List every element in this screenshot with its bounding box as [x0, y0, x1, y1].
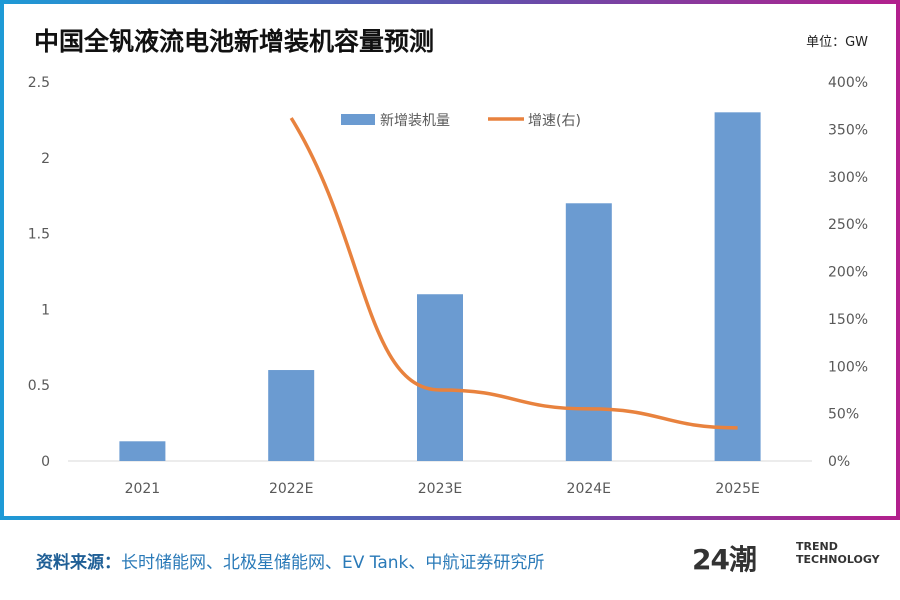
x-tick-label: 2021	[125, 481, 161, 497]
logo-text: TREND TECHNOLOGY	[796, 540, 880, 566]
chart: 0 0.5 1 1.5 2 2.5 0% 50% 100% 150% 200% 250% 300% 350…	[28, 75, 868, 497]
bar	[268, 370, 315, 461]
x-tick-label: 2025E	[715, 481, 759, 497]
y-tick-label: 2	[41, 151, 50, 167]
y-tick-label: 0	[41, 454, 50, 470]
y-tick-label: 1.5	[28, 227, 50, 243]
growth-line	[289, 117, 738, 430]
legend-bar-swatch	[341, 114, 375, 125]
bar	[119, 441, 166, 461]
x-tick-label: 2024E	[567, 481, 611, 497]
source-text: 长时储能网、北极星储能网、EV Tank、中航证券研究所	[121, 553, 545, 573]
y2-tick-label: 300%	[828, 170, 868, 186]
y2-tick-label: 350%	[828, 122, 868, 138]
source-label: 资料来源：	[36, 553, 121, 573]
logo-mark: 24潮	[692, 543, 757, 576]
unit-label: 单位：GW	[806, 35, 868, 50]
x-tick-label: 2023E	[418, 481, 462, 497]
y-tick-label: 2.5	[28, 75, 50, 91]
bar	[565, 203, 612, 461]
legend-bar-label: 新增装机量	[380, 113, 450, 129]
legend-line-label: 增速(右)	[528, 113, 581, 129]
y-tick-label: 1	[41, 302, 50, 318]
y2-tick-label: 100%	[828, 359, 868, 375]
y2-tick-label: 50%	[828, 407, 859, 423]
source-note: 资料来源：长时储能网、北极星储能网、EV Tank、中航证券研究所	[36, 548, 544, 573]
y2-tick-label: 200%	[828, 265, 868, 281]
y2-tick-label: 250%	[828, 217, 868, 233]
x-tick-label: 2022E	[269, 481, 313, 497]
y2-tick-label: 400%	[828, 75, 868, 91]
y-tick-label: 0.5	[28, 378, 50, 394]
chart-title: 中国全钒液流电池新增装机容量预测	[34, 27, 435, 56]
bar	[714, 112, 761, 461]
y2-tick-label: 0%	[828, 454, 850, 470]
y2-tick-label: 150%	[828, 312, 868, 328]
bar	[417, 294, 463, 461]
